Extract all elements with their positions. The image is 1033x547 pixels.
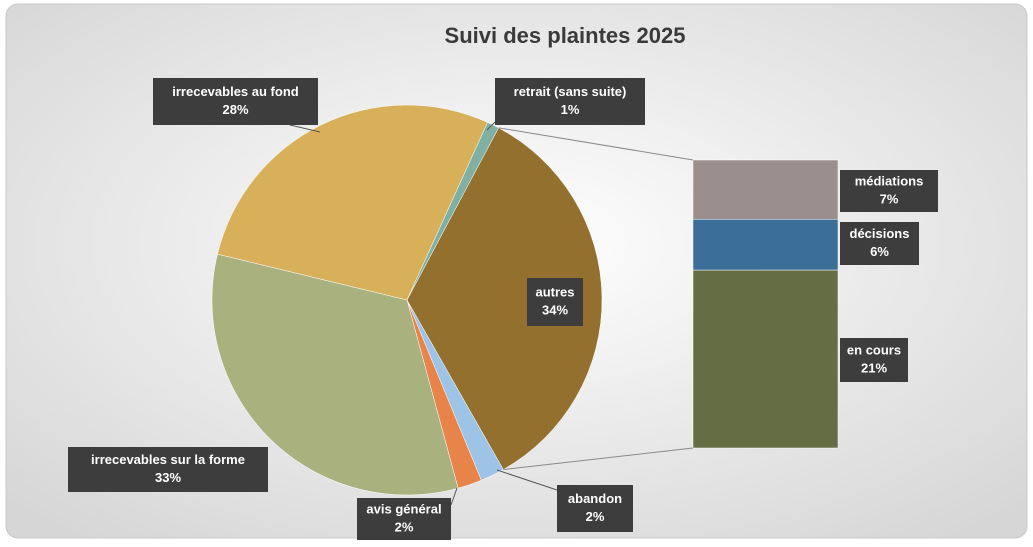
bar-segment	[692, 219, 839, 271]
data-label-value: 21%	[861, 360, 887, 375]
leader-line	[496, 469, 558, 491]
data-label-name: médiations	[855, 173, 924, 188]
connector-line	[498, 127, 694, 161]
leader-line	[450, 487, 458, 506]
data-label-value: 34%	[542, 302, 568, 317]
data-label-box	[68, 447, 268, 492]
data-label-box	[495, 78, 645, 125]
data-label-box	[840, 222, 919, 265]
data-label-box	[557, 485, 633, 532]
data-label-value: 28%	[222, 102, 248, 117]
leader-line	[486, 121, 496, 131]
pie-slice	[211, 253, 459, 496]
labels: autres 34% abandon 2% avis général 2% irreceva…	[68, 78, 938, 540]
data-label-box	[527, 278, 583, 326]
data-label-name: retrait (sans suite)	[514, 84, 627, 99]
bar-segment	[692, 269, 839, 449]
data-label-value: 2%	[395, 519, 414, 534]
chart-title: Suivi des plaintes 2025	[445, 23, 686, 48]
data-label-name: irrecevables au fond	[172, 84, 298, 99]
pie-slice	[217, 104, 488, 301]
pie-slice	[406, 127, 603, 470]
data-label-name: en cours	[847, 342, 901, 357]
data-label-value: 33%	[155, 470, 181, 485]
pie-slice	[406, 122, 499, 301]
data-label-value: 7%	[880, 191, 899, 206]
data-label-box	[840, 338, 908, 382]
data-label-name: avis général	[366, 501, 441, 516]
data-label-box	[840, 170, 938, 212]
data-label-value: 2%	[586, 509, 605, 524]
connector-line	[503, 447, 694, 471]
bar-segment	[692, 159, 839, 220]
leader-line	[289, 124, 321, 133]
data-label-name: décisions	[850, 226, 910, 241]
data-label-name: autres	[535, 284, 574, 299]
data-label-name: abandon	[568, 491, 622, 506]
data-label-value: 1%	[561, 102, 580, 117]
data-label-value: 6%	[870, 244, 889, 259]
marks	[211, 104, 839, 496]
data-label-box	[153, 78, 318, 125]
data-label-box	[357, 498, 451, 540]
data-label-name: irrecevables sur la forme	[91, 452, 245, 467]
